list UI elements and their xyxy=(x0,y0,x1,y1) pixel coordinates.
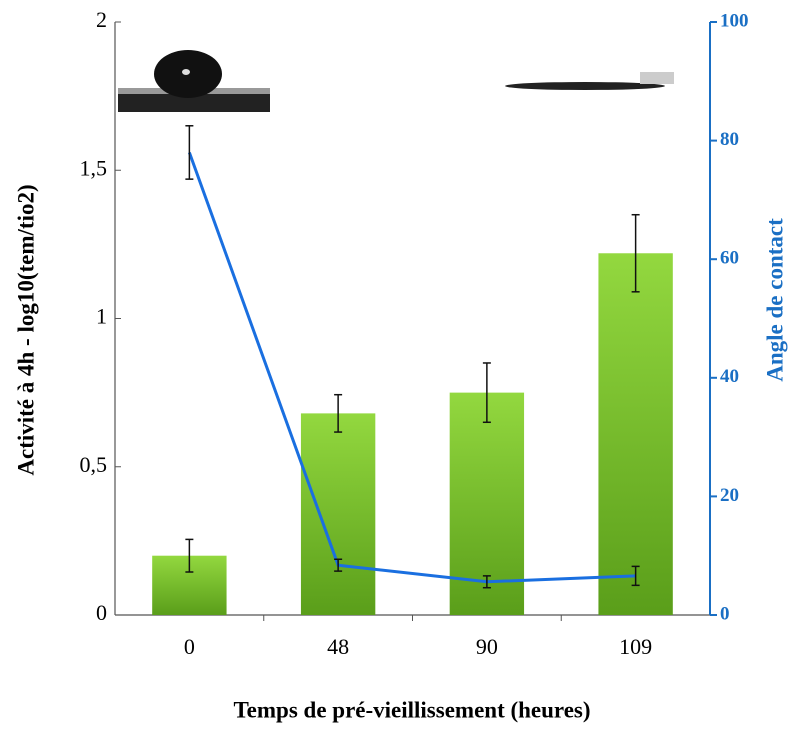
y2-tick-label: 0 xyxy=(720,603,730,624)
y2-tick-label: 100 xyxy=(720,10,749,31)
y-tick-label: 1,5 xyxy=(80,155,108,180)
x-tick-label: 0 xyxy=(184,634,195,659)
y2-tick-label: 80 xyxy=(720,129,739,150)
bar xyxy=(300,413,376,615)
bar xyxy=(598,253,673,615)
y-tick-label: 2 xyxy=(96,7,107,32)
x-tick-label: 48 xyxy=(327,634,349,659)
y2-axis-title: Angle de contact xyxy=(762,218,787,382)
y-tick-label: 1 xyxy=(96,304,107,329)
y2-tick-label: 20 xyxy=(720,485,739,506)
droplet-photo xyxy=(118,50,270,112)
line xyxy=(187,151,636,584)
flat-droplet-photo xyxy=(505,72,674,90)
y-tick-label: 0 xyxy=(96,600,107,625)
y-tick-label: 0,5 xyxy=(80,452,108,477)
x-tick-label: 109 xyxy=(619,634,652,659)
y2-tick-label: 40 xyxy=(720,366,739,387)
y2-tick-label: 60 xyxy=(720,248,739,269)
x-tick-label: 90 xyxy=(476,634,498,659)
y-axis-title: Activité à 4h - log10(tem/tio2) xyxy=(13,184,38,475)
x-axis-title: Temps de pré-vieillissement (heures) xyxy=(233,697,590,722)
